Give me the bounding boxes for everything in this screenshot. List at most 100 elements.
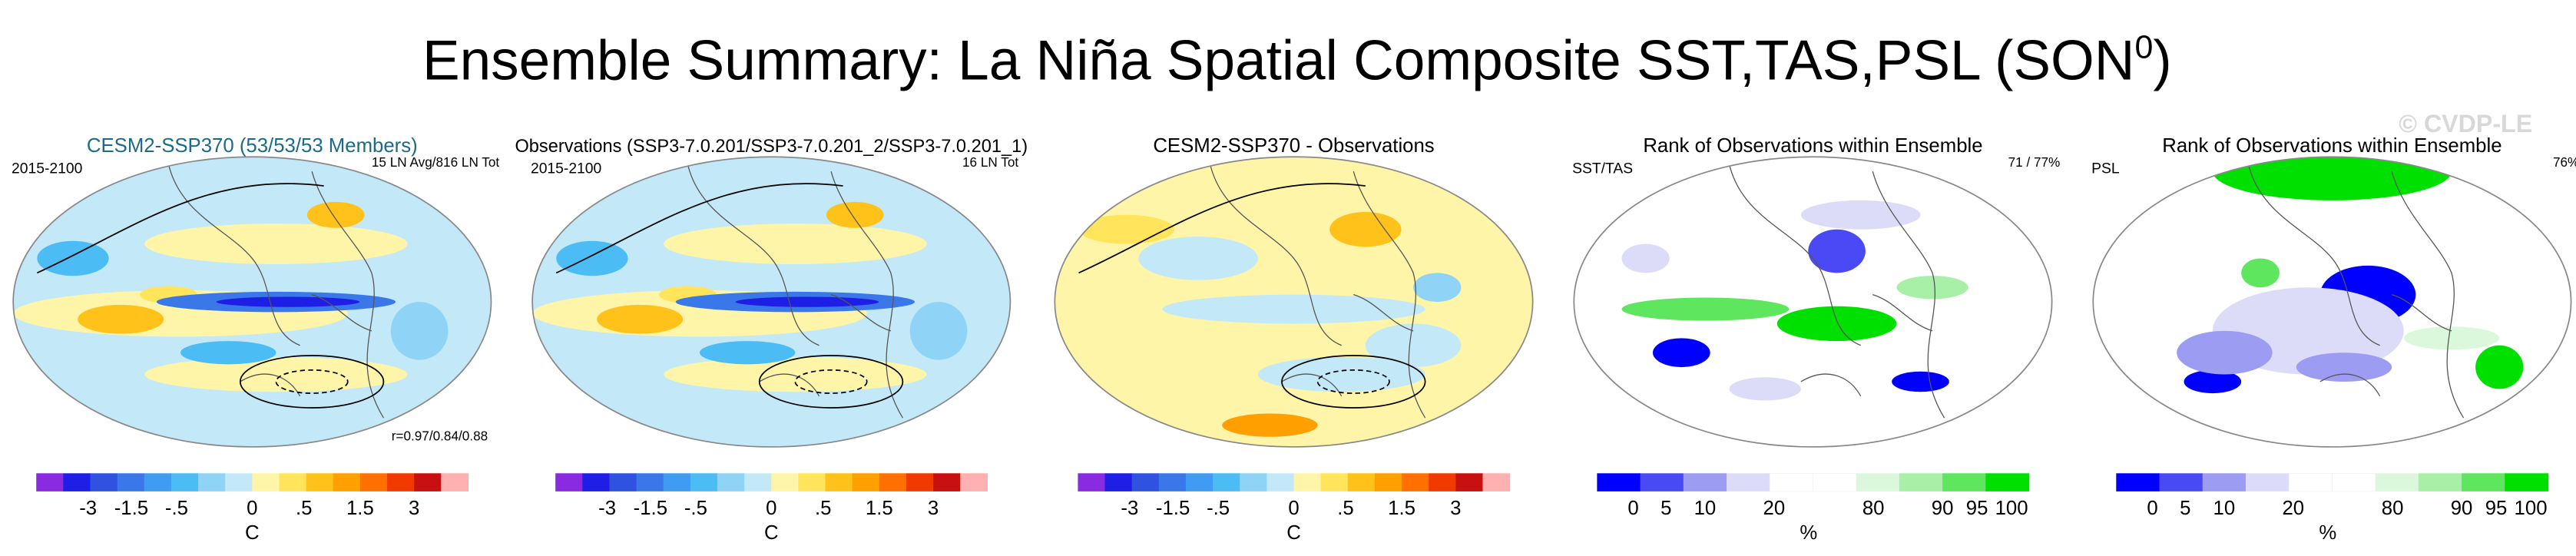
colorbar-label: 90	[2451, 498, 2473, 519]
coastline	[2392, 294, 2452, 332]
colorbar-box	[609, 473, 637, 491]
colorbar-box	[1347, 473, 1376, 491]
map-region	[1652, 338, 1710, 368]
title-close: )	[2153, 29, 2171, 91]
map-region	[1257, 356, 1425, 392]
map-region	[37, 240, 109, 276]
map-region	[2475, 345, 2524, 389]
map-region	[144, 356, 408, 392]
colorbar-box	[1402, 473, 1429, 491]
colorbar-box	[636, 473, 664, 491]
colorbar-label: 1.5	[866, 498, 893, 519]
map-region	[390, 302, 449, 360]
map-outline	[531, 156, 1012, 448]
colorbar-box	[798, 473, 826, 491]
colorbar-box	[1813, 472, 1857, 492]
colorbar-unit: C	[1286, 522, 1301, 544]
colorbar-label: .5	[1337, 498, 1353, 519]
colorbar-box	[2116, 473, 2160, 491]
map	[1055, 157, 1533, 447]
coastline	[2319, 373, 2381, 397]
coastline	[240, 373, 301, 397]
colorbar-box	[1266, 473, 1295, 491]
panel-title: Observations (SSP3-7.0.201/SSP3-7.0.201_…	[515, 137, 1028, 157]
colorbar-box	[933, 473, 961, 491]
colorbar-label: -.5	[165, 498, 188, 519]
colorbar-box	[90, 473, 118, 491]
map-region	[1808, 229, 1866, 273]
colorbar-box	[879, 473, 907, 491]
colorbar-label: 95	[1966, 498, 1988, 519]
panel-period: 2015-2100	[531, 161, 601, 177]
coastline	[1728, 164, 1861, 346]
colorbar-label: -.5	[684, 498, 707, 519]
colorbar-box	[1293, 473, 1322, 491]
colorbar-label: 3	[928, 498, 939, 519]
map	[2093, 157, 2571, 447]
colorbar-label: .5	[296, 498, 312, 519]
colorbar-box	[663, 473, 691, 491]
panel-count: 15 LN Avg/816 LN Tot	[372, 154, 500, 170]
colorbar-box	[2462, 473, 2505, 491]
contour	[275, 369, 349, 394]
title-superscript: 0	[2134, 29, 2153, 66]
panel-period: PSL	[2091, 161, 2120, 177]
contour	[239, 355, 385, 409]
colorbar-box	[2332, 472, 2376, 492]
map-region	[1621, 297, 1790, 321]
colorbar-box	[1374, 473, 1402, 491]
map-region	[2296, 352, 2392, 382]
panel-title: Rank of Observations within Ensemble	[1643, 135, 1982, 157]
map-region	[2177, 330, 2273, 375]
contour	[1078, 183, 1366, 274]
coastline	[1800, 373, 1862, 397]
panel: Rank of Observations within Ensemble SST/…	[1572, 135, 2060, 544]
coastline	[1353, 294, 1414, 332]
colorbar-box	[1985, 473, 2030, 491]
colorbar-label: 90	[1932, 498, 1954, 519]
map	[13, 157, 492, 447]
map-region	[1800, 200, 1921, 230]
colorbar-label: 3	[409, 498, 419, 519]
map-outline	[2092, 156, 2572, 448]
panel-title: CESM2-SSP370 - Observations	[1153, 135, 1434, 157]
colorbar-box	[1856, 473, 1900, 491]
map-region	[556, 240, 628, 276]
colorbar-box	[441, 473, 469, 491]
colorbar-label: -3	[1121, 498, 1138, 519]
coastline	[1353, 170, 1426, 419]
colorbar-label: 10	[1694, 498, 1717, 519]
map-region	[735, 296, 879, 307]
coastline	[2391, 170, 2465, 419]
panel-title: CESM2-SSP370 (53/53/53 Members)	[87, 135, 418, 157]
colorbar-box	[2245, 473, 2290, 491]
colorbar-label: 10	[2213, 498, 2236, 519]
colorbar-box	[771, 473, 800, 491]
colorbar-box	[2159, 473, 2204, 491]
contour	[1281, 355, 1426, 409]
colorbar-label: 0	[766, 498, 776, 519]
colorbar-box	[1158, 473, 1187, 491]
map-region	[1138, 237, 1258, 280]
map-region	[826, 201, 884, 228]
colorbar-box	[1727, 473, 1770, 491]
colorbar-box	[306, 473, 334, 491]
colorbar-box	[225, 473, 253, 491]
colorbar-box	[1942, 473, 1986, 491]
colorbar-label: 100	[2515, 498, 2548, 519]
colorbar-box	[1899, 473, 1943, 491]
coastline	[1872, 294, 1933, 332]
panel: CESM2-SSP370 (53/53/53 Members) 2015-2100…	[12, 135, 499, 544]
colorbar-box	[1213, 473, 1240, 491]
colorbar-label: 95	[2485, 498, 2508, 519]
colorbar-label: 1.5	[346, 498, 374, 519]
contour	[36, 183, 324, 274]
panel: CESM2-SSP370 - Observations -3 -1.5 -.5 0 .5 1…	[1054, 135, 1534, 544]
title-text: Ensemble Summary: La Niña Spatial Compos…	[422, 29, 2135, 91]
colorbar-unit: %	[1800, 522, 1817, 544]
colorbar-box	[2288, 472, 2333, 492]
panel: Observations (SSP3-7.0.201/SSP3-7.0.201_…	[515, 137, 1028, 544]
colorbar-box	[1078, 473, 1106, 491]
map-outline	[12, 156, 492, 448]
